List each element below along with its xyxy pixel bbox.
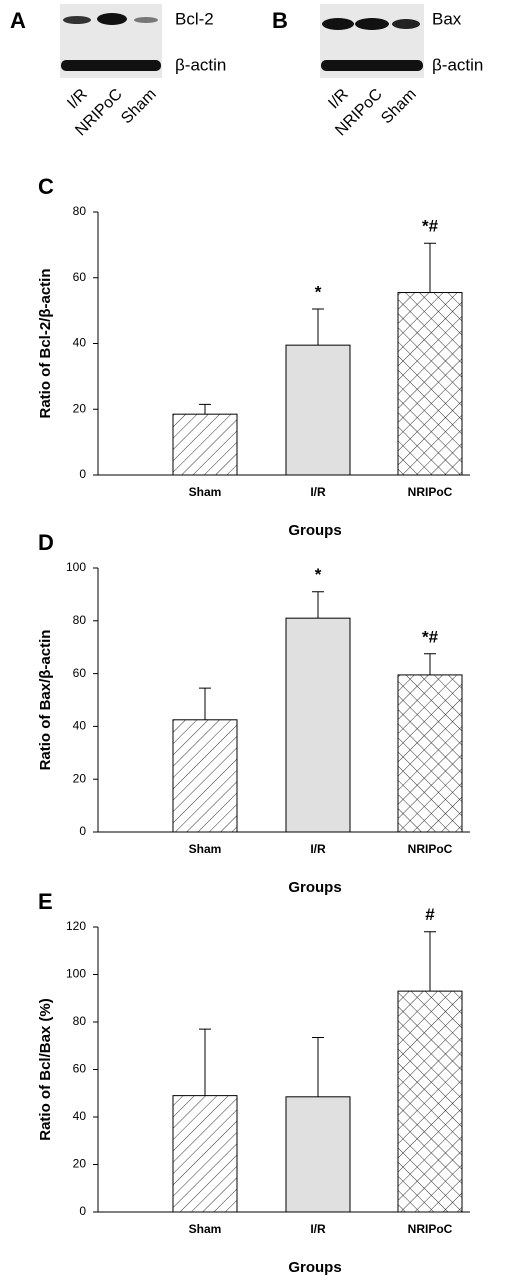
y-tick-label: 60 (73, 1062, 87, 1076)
y-tick-label: 100 (66, 967, 86, 981)
y-tick-label: 80 (73, 613, 87, 627)
lane-label: Sham (378, 86, 420, 128)
error-bar (199, 404, 211, 414)
panel-letter: B (272, 8, 288, 33)
y-axis-label: Ratio of Bcl-2/β-actin (37, 269, 54, 419)
y-tick-label: 20 (73, 771, 87, 785)
annotation: * (315, 282, 322, 301)
y-tick-label: 120 (66, 919, 86, 933)
bar (173, 1096, 237, 1212)
y-tick-label: 60 (73, 270, 87, 284)
y-tick-label: 80 (73, 204, 87, 218)
y-axis-label: Ratio of Bcl/Bax (%) (37, 998, 54, 1141)
x-tick-label: NRIPoC (408, 1222, 453, 1236)
error-bar (424, 654, 436, 675)
annotation: * (315, 565, 322, 584)
bar (286, 1097, 350, 1212)
y-tick-label: 40 (73, 719, 87, 733)
error-bar (312, 592, 324, 618)
lane-label: Sham (118, 86, 160, 128)
annotation: *# (422, 217, 439, 236)
panel-letter: D (38, 530, 54, 555)
blot-image (320, 4, 424, 78)
y-tick-label: 60 (73, 666, 87, 680)
bar (398, 293, 462, 475)
lane-label: I/R (325, 86, 351, 112)
bar (398, 675, 462, 832)
bar (173, 414, 237, 475)
bar (286, 345, 350, 475)
y-tick-label: 0 (79, 467, 86, 481)
y-tick-label: 40 (73, 336, 87, 350)
band-label: Bcl-2 (175, 9, 214, 28)
y-tick-label: 0 (79, 824, 86, 838)
y-tick-label: 80 (73, 1014, 87, 1028)
x-tick-label: I/R (310, 485, 326, 499)
band-label: β-actin (432, 55, 483, 74)
y-axis-label: Ratio of Bax/β-actin (37, 630, 54, 771)
x-axis-label: Groups (288, 879, 341, 896)
blot-image (60, 4, 162, 78)
error-bar (199, 688, 211, 720)
x-tick-label: NRIPoC (408, 842, 453, 856)
bar (173, 720, 237, 832)
y-tick-label: 20 (73, 1157, 87, 1171)
y-tick-label: 40 (73, 1109, 87, 1123)
y-tick-label: 0 (79, 1204, 86, 1218)
figure: A Bcl-2 β-actin I/R NRIPoC Sham B Bax β-actin I/R… (0, 0, 523, 1284)
bar (286, 618, 350, 832)
annotation: # (425, 905, 435, 924)
x-axis-label: Groups (288, 1259, 341, 1276)
error-bar (312, 309, 324, 345)
band-label: β-actin (175, 55, 226, 74)
y-tick-label: 20 (73, 401, 87, 415)
panel-letter: A (10, 8, 26, 33)
panel-letter: E (38, 889, 53, 914)
x-tick-label: Sham (189, 1222, 222, 1236)
x-tick-label: Sham (189, 842, 222, 856)
x-axis-label: Groups (288, 522, 341, 539)
bar (398, 991, 462, 1212)
error-bar (424, 243, 436, 292)
error-bar (199, 1029, 211, 1096)
annotation: *# (422, 627, 439, 646)
error-bar (424, 932, 436, 991)
x-tick-label: I/R (310, 842, 326, 856)
x-tick-label: Sham (189, 485, 222, 499)
band-label: Bax (432, 9, 462, 28)
x-tick-label: NRIPoC (408, 485, 453, 499)
y-tick-label: 100 (66, 560, 86, 574)
x-tick-label: I/R (310, 1222, 326, 1236)
lane-label: I/R (64, 86, 90, 112)
error-bar (312, 1037, 324, 1096)
panel-letter: C (38, 174, 54, 199)
